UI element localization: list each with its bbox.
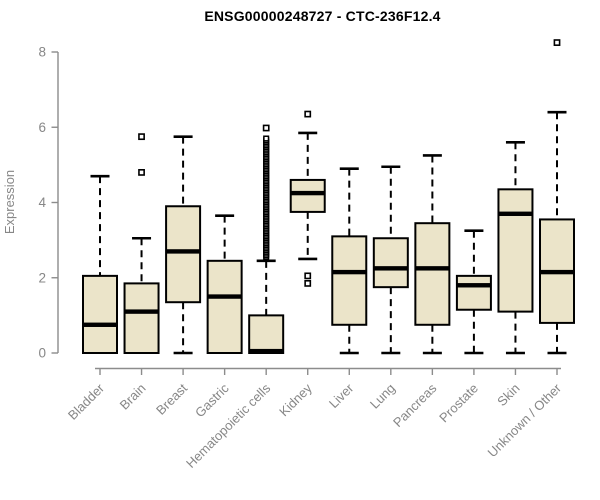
x-axis-label: Liver: [326, 380, 357, 411]
median-line: [166, 249, 201, 254]
box: [497, 188, 534, 313]
y-axis-tick-label: 6: [38, 120, 46, 135]
outlier-point: [304, 110, 312, 118]
outlier-point: [304, 279, 312, 287]
median-line: [83, 322, 117, 327]
x-axis-label: Breast: [153, 380, 190, 417]
chart-title: ENSG00000248727 - CTC-236F12.4: [204, 8, 441, 24]
median-line: [456, 283, 491, 288]
x-axis-label: Skin: [494, 381, 522, 409]
box: [372, 237, 409, 289]
box: [455, 274, 492, 311]
x-axis-label: Gastric: [192, 380, 232, 420]
x-axis-label: Brain: [117, 381, 149, 413]
x-axis-label: Bladder: [65, 380, 108, 423]
box: [331, 235, 368, 326]
x-axis-label: Unknown / Other: [485, 380, 565, 460]
median-line: [332, 269, 367, 275]
outlier-point: [553, 39, 561, 46]
x-axis-label: Lung: [367, 381, 398, 412]
median-line: [290, 190, 325, 196]
outlier-point: [138, 169, 145, 176]
box: [414, 222, 451, 326]
median-line: [498, 211, 533, 216]
box: [165, 205, 202, 304]
y-axis-tick-label: 2: [38, 270, 46, 285]
box: [206, 259, 243, 355]
y-axis-title: Expression: [2, 170, 17, 234]
outlier-point: [138, 133, 145, 141]
x-axis-label: Pancreas: [390, 380, 440, 430]
x-axis-label: Kidney: [276, 380, 315, 419]
outlier-point: [263, 135, 270, 142]
median-line: [124, 309, 159, 314]
median-line: [207, 294, 242, 299]
median-line: [415, 266, 450, 271]
outlier-point: [304, 272, 312, 280]
box: [82, 274, 118, 354]
box: [248, 314, 285, 354]
x-axis-label: Prostate: [436, 381, 481, 426]
median-line: [249, 348, 284, 354]
outlier-point: [262, 124, 270, 132]
y-axis-tick-label: 8: [38, 45, 46, 60]
box: [289, 178, 326, 213]
y-axis-tick-label: 0: [38, 346, 46, 361]
y-axis-tick-label: 4: [38, 195, 46, 210]
median-line: [373, 266, 408, 271]
box: [123, 282, 160, 354]
median-line: [540, 269, 574, 275]
